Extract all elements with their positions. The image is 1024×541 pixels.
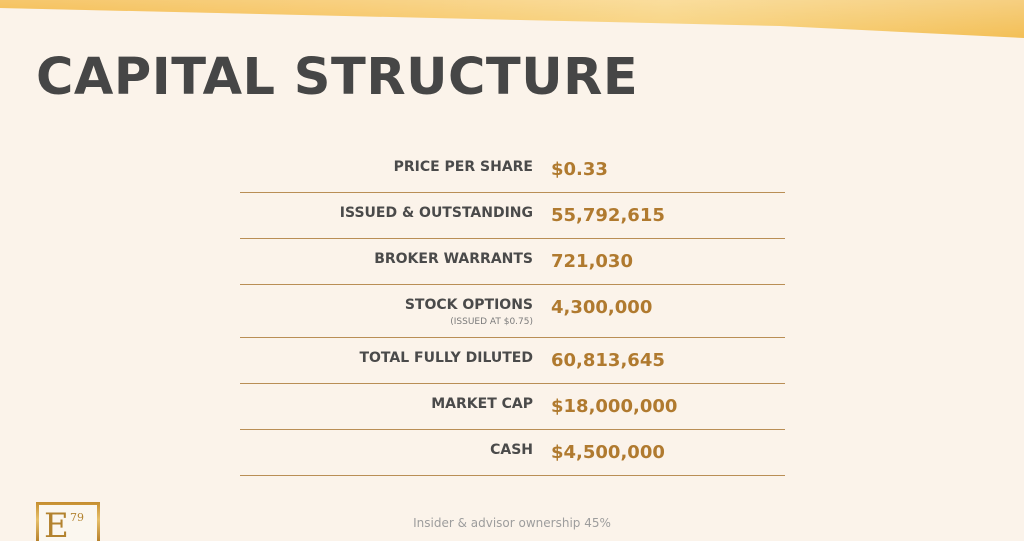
row-label: STOCK OPTIONS xyxy=(404,297,533,313)
row-label: ISSUED & OUTSTANDING xyxy=(339,205,533,221)
row-label-cell: MARKET CAP xyxy=(240,394,533,420)
table-row: CASH $4,500,000 xyxy=(240,430,785,476)
row-label-cell: PRICE PER SHARE xyxy=(240,157,533,183)
table-row: TOTAL FULLY DILUTED 60,813,645 xyxy=(240,338,785,384)
row-label-cell: TOTAL FULLY DILUTED xyxy=(240,348,533,374)
table-row: PRICE PER SHARE $0.33 xyxy=(240,147,785,193)
table-row: ISSUED & OUTSTANDING 55,792,615 xyxy=(240,193,785,239)
row-label: TOTAL FULLY DILUTED xyxy=(359,350,533,366)
row-label: CASH xyxy=(490,442,533,458)
table-row: MARKET CAP $18,000,000 xyxy=(240,384,785,430)
table-row: BROKER WARRANTS 721,030 xyxy=(240,239,785,285)
row-label-cell: BROKER WARRANTS xyxy=(240,249,533,275)
row-label-cell: STOCK OPTIONS (ISSUED AT $0.75) xyxy=(240,295,533,328)
logo-letter: E xyxy=(44,506,69,541)
row-label: BROKER WARRANTS xyxy=(374,251,533,267)
table-row: STOCK OPTIONS (ISSUED AT $0.75) 4,300,00… xyxy=(240,285,785,338)
decorative-gold-banner xyxy=(0,0,1024,44)
row-value: 4,300,000 xyxy=(551,297,653,318)
capital-structure-table: PRICE PER SHARE $0.33 ISSUED & OUTSTANDI… xyxy=(240,147,785,476)
row-value: $4,500,000 xyxy=(551,442,665,463)
row-value: 721,030 xyxy=(551,251,633,272)
logo-number: 79 xyxy=(70,511,84,524)
page-title: CAPITAL STRUCTURE xyxy=(36,48,639,107)
row-label: PRICE PER SHARE xyxy=(393,159,533,175)
row-label-cell: ISSUED & OUTSTANDING xyxy=(240,203,533,229)
ownership-footnote: Insider & advisor ownership 45% xyxy=(413,516,611,530)
row-value: $0.33 xyxy=(551,159,608,180)
brand-logo: E 79 xyxy=(36,502,100,541)
row-value: $18,000,000 xyxy=(551,396,678,417)
row-value: 55,792,615 xyxy=(551,205,665,226)
row-note: (ISSUED AT $0.75) xyxy=(450,317,533,327)
row-value: 60,813,645 xyxy=(551,350,665,371)
row-label-cell: CASH xyxy=(240,440,533,466)
row-label: MARKET CAP xyxy=(431,396,533,412)
logo-inner: E 79 xyxy=(39,505,97,541)
